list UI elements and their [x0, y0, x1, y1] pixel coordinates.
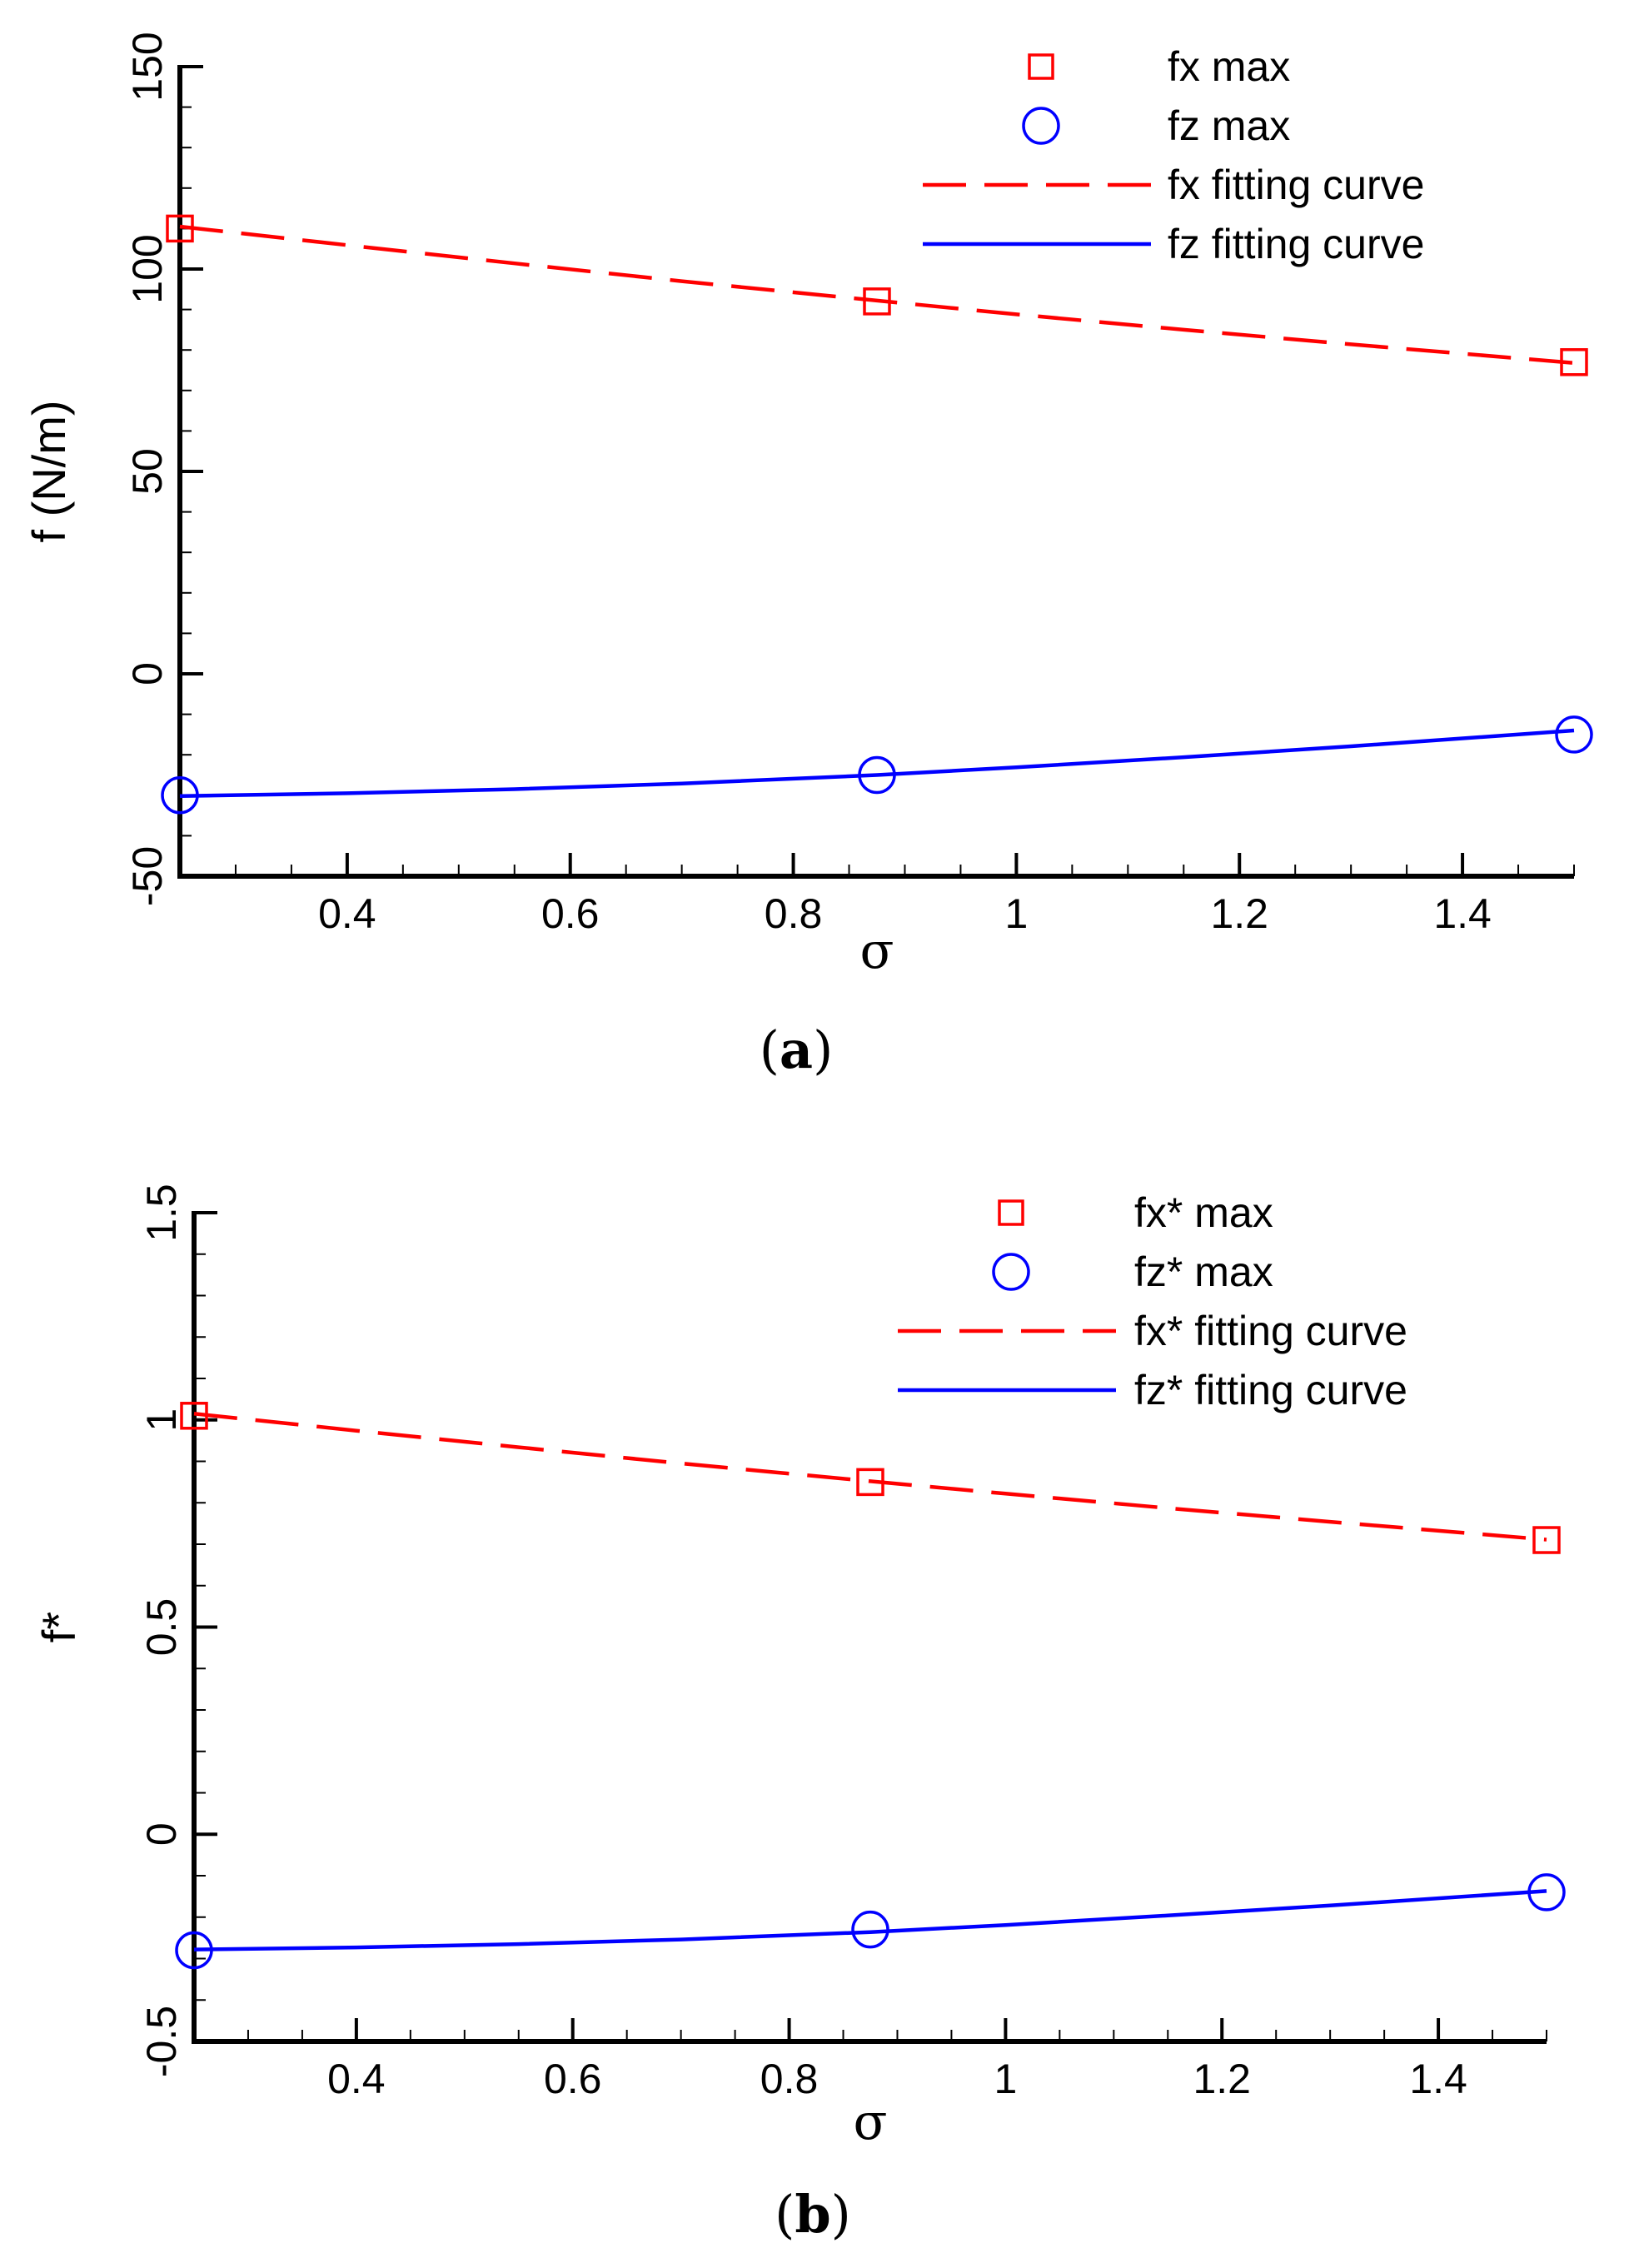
series-line-fx-fitting-curve: [193, 1412, 1547, 1542]
legend-item: fx* max: [998, 1189, 1273, 1236]
legend-item: fx max: [1028, 43, 1290, 90]
caption-open-paren: (: [775, 2184, 795, 2245]
data-point-circle: [175, 1931, 213, 1970]
x-tick-label: 0.4: [327, 2056, 386, 2102]
y-tick-label: 1.5: [138, 1184, 185, 1242]
x-tick-label: 1.2: [1210, 890, 1268, 937]
y-tick-label: 150: [124, 32, 171, 101]
y-axis-title: f (N/m): [22, 400, 75, 542]
legend-item: fx fitting curve: [923, 162, 1424, 208]
legend-item: fz fitting curve: [923, 221, 1424, 267]
data-point-circle: [858, 755, 896, 795]
x-tick-label: 0.8: [760, 2056, 819, 2102]
legend-label: fz max: [1168, 102, 1290, 149]
x-tick-label: 0.6: [544, 2056, 602, 2102]
legend: fx max fz max fx fitting curve fz fitting c…: [923, 43, 1424, 267]
legend-item: fz max: [1022, 102, 1290, 149]
data-point-square: [166, 214, 194, 243]
x-tick-label: 1.4: [1409, 2056, 1467, 2102]
y-tick-label: 0.5: [138, 1598, 185, 1657]
legend-label: fz* max: [1134, 1249, 1273, 1295]
legend-square-icon: [1028, 53, 1054, 80]
legend-item: fx* fitting curve: [898, 1308, 1407, 1354]
series-line-fx-fitting-curve: [179, 224, 1575, 366]
legend-label: fx fitting curve: [1168, 162, 1424, 208]
y-tick-label: 50: [124, 448, 171, 495]
data-point-square: [1532, 1526, 1561, 1554]
legend: fx* max fz* max fx* fitting curve fz* fitti…: [898, 1189, 1407, 1413]
x-tick-label: 0.6: [541, 890, 600, 937]
x-tick-label: 1: [1004, 890, 1028, 937]
legend-item: fz* fitting curve: [898, 1367, 1407, 1413]
y-tick-label: -0.5: [138, 2006, 185, 2077]
series-line-fz-fitting-curve: [179, 728, 1575, 799]
x-tick-label: 1: [994, 2056, 1017, 2102]
data-point-circle: [161, 776, 199, 815]
plot-area: [161, 214, 1593, 815]
panel-caption: (b): [775, 2184, 851, 2245]
x-axis-title: σ: [854, 2093, 888, 2151]
caption-letter: a: [780, 1019, 813, 1080]
x-tick-label: 1.2: [1193, 2056, 1251, 2102]
y-axis-title: f*: [32, 1612, 85, 1642]
y-tick-label: 0: [138, 1822, 185, 1846]
legend-circle-icon: [992, 1253, 1030, 1291]
legend-circle-icon: [1022, 107, 1060, 145]
x-axis-title: σ: [860, 922, 894, 980]
legend-label: fz* fitting curve: [1134, 1367, 1407, 1413]
series-line-fz-fitting-curve: [193, 1889, 1547, 1951]
y-tick-label: 100: [124, 234, 171, 303]
legend-label: fx max: [1168, 43, 1290, 90]
legend-square-icon: [998, 1199, 1024, 1226]
caption-close-paren: ): [831, 2184, 851, 2245]
caption-letter: b: [795, 2184, 830, 2245]
x-tick-label: 1.4: [1433, 890, 1492, 937]
data-point-square: [180, 1402, 208, 1430]
chart-panel-a: 0.4 0.6 0.8 1 1.2 1.4 -50 0 50 100 150 σ f (N/m) fx m…: [22, 32, 1593, 1080]
plot-area: [175, 1402, 1566, 1970]
data-point-square: [1560, 348, 1588, 376]
x-tick-label: 0.4: [318, 890, 376, 937]
legend-item: fz* max: [992, 1249, 1273, 1295]
data-point-square: [863, 287, 891, 316]
data-point-circle: [1555, 715, 1593, 754]
data-point-square: [856, 1468, 884, 1497]
chart-panel-b: 0.4 0.6 0.8 1 1.2 1.4 -0.5 0 0.5 1 1.5 σ f* fx* max fz…: [32, 1184, 1566, 2245]
y-tick-label: 1: [138, 1408, 185, 1432]
caption-open-paren: (: [760, 1019, 780, 1080]
data-point-circle: [1527, 1873, 1566, 1912]
y-tick-label: 0: [124, 662, 171, 685]
x-tick-label: 0.8: [765, 890, 823, 937]
caption-close-paren: ): [813, 1019, 833, 1080]
panel-caption: (a): [760, 1019, 834, 1080]
legend-label: fx* fitting curve: [1134, 1308, 1407, 1354]
y-tick-label: -50: [124, 846, 171, 906]
legend-label: fz fitting curve: [1168, 221, 1424, 267]
data-point-circle: [851, 1910, 889, 1949]
legend-label: fx* max: [1134, 1189, 1273, 1236]
